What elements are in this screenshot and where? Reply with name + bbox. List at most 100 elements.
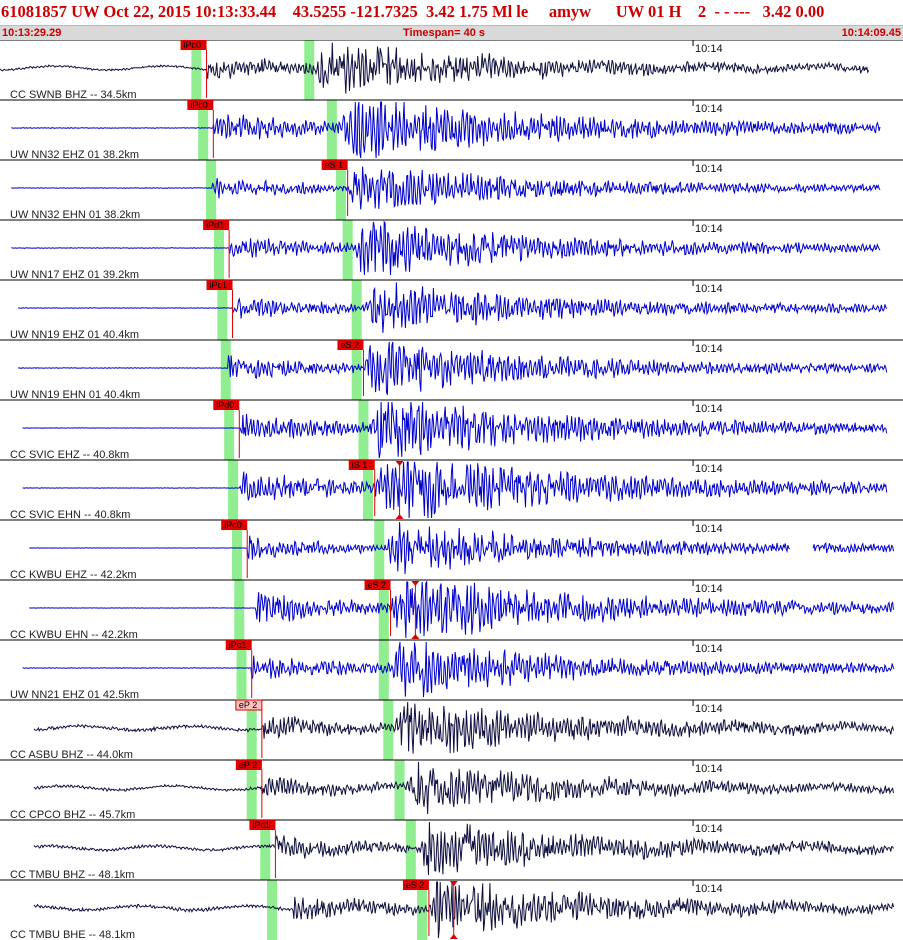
- s-marker-top: [449, 881, 458, 886]
- timespan-label: Timespan= 40 s: [403, 27, 486, 39]
- pick-flag[interactable]: [402, 880, 429, 890]
- minute-tick-label: 10:14: [695, 343, 723, 355]
- s-phase-band: [417, 880, 428, 940]
- minute-tick-label: 10:14: [695, 103, 723, 115]
- pick-flag[interactable]: [180, 40, 207, 50]
- pick-label: eS 2: [340, 340, 359, 350]
- trace-panel[interactable]: 10:14 iPc1 UW NN21 EHZ 01 42.5km: [0, 639, 903, 701]
- trace-panel[interactable]: 10:14 iPc0 UW NN32 EHZ 01 38.2km: [0, 99, 903, 161]
- station-label: CC SVIC EHZ -- 40.8km: [10, 449, 129, 461]
- pick-flag[interactable]: [225, 640, 252, 650]
- p-phase-band: [228, 460, 239, 520]
- pick-flag[interactable]: [203, 220, 230, 230]
- station-label: CC TMBU BHZ -- 48.1km: [10, 869, 134, 881]
- pick-flag[interactable]: [235, 760, 262, 770]
- s-marker-bottom: [411, 634, 420, 639]
- p-phase-band: [206, 160, 217, 220]
- waveform: [33, 821, 894, 876]
- trace-panel[interactable]: 10:14 iPc1 UW NN19 EHZ 01 40.4km: [0, 279, 903, 341]
- event-title: 61081857 UW Oct 22, 2015 10:13:33.44 43.…: [1, 2, 825, 21]
- station-label: UW NN19 EHZ 01 40.4km: [10, 329, 139, 341]
- trace-panel[interactable]: 10:14 iPc0 CC KWBU EHZ -- 42.2km: [0, 519, 903, 581]
- waveform: [11, 166, 881, 210]
- station-label: CC TMBU BHE -- 48.1km: [10, 929, 135, 940]
- waveform: [33, 761, 894, 815]
- p-phase-band: [217, 280, 228, 340]
- pick-label: iPc0: [224, 520, 242, 530]
- minute-tick-label: 10:14: [695, 643, 723, 655]
- waveform: [29, 521, 894, 575]
- trace-panel[interactable]: 10:14 eP 2 CC CPCO BHZ -- 45.7km: [0, 759, 903, 821]
- p-phase-band: [267, 880, 278, 940]
- start-time: 10:13:29.29: [2, 27, 62, 39]
- pick-label: iPc1: [210, 280, 228, 290]
- station-label: CC SVIC EHN -- 40.8km: [10, 509, 130, 521]
- s-marker-bottom: [395, 514, 404, 519]
- pick-label: eP 2: [239, 760, 257, 770]
- pick-label: eS 1: [325, 160, 344, 170]
- minute-tick-label: 10:14: [695, 43, 723, 55]
- minute-tick-label: 10:14: [695, 823, 723, 835]
- s-marker-top: [395, 461, 404, 466]
- pick-label: eS 2: [368, 580, 387, 590]
- minute-tick-label: 10:14: [695, 163, 723, 175]
- pick-flag[interactable]: [337, 340, 364, 350]
- trace-panel[interactable]: 10:14 eS 2 CC KWBU EHN -- 42.2km: [0, 579, 903, 641]
- s-phase-band: [351, 280, 362, 340]
- trace-panel[interactable]: 10:14 iPd1 UW NN17 EHZ 01 39.2km: [0, 219, 903, 281]
- p-phase-band: [224, 400, 235, 460]
- pick-flag[interactable]: [321, 160, 348, 170]
- pick-label: iPc1: [252, 820, 270, 830]
- waveform: [0, 42, 870, 94]
- seismogram-panels[interactable]: 10:14 iPc0 CC SWNB BHZ -- 34.5km 10:14 iPc0 U…: [0, 40, 903, 940]
- pick-flag[interactable]: [364, 580, 391, 590]
- s-phase-band: [335, 160, 346, 220]
- s-phase-band: [383, 700, 394, 760]
- waveform: [33, 881, 894, 939]
- s-phase-band: [394, 760, 405, 820]
- waveform: [11, 220, 881, 276]
- p-phase-band: [232, 520, 243, 580]
- minute-tick-label: 10:14: [695, 523, 723, 535]
- p-phase-band: [260, 820, 271, 880]
- pick-label: eP 2: [239, 700, 257, 710]
- station-label: UW NN19 EHN 01 40.4km: [10, 389, 140, 401]
- pick-label: iPc0: [190, 100, 208, 110]
- pick-label: iPd0: [216, 400, 234, 410]
- waveform: [22, 401, 888, 459]
- trace-panel[interactable]: 10:14 iS 1 CC SVIC EHN -- 40.8km: [0, 459, 903, 521]
- p-phase-band: [198, 100, 209, 160]
- station-label: UW NN32 EHZ 01 38.2km: [10, 149, 139, 161]
- station-label: CC SWNB BHZ -- 34.5km: [10, 89, 137, 101]
- trace-panel[interactable]: 10:14 eS 2 CC TMBU BHE -- 48.1km: [0, 879, 903, 940]
- pick-flag[interactable]: [249, 820, 276, 830]
- trace-panel[interactable]: 10:14 eS 1 UW NN32 EHN 01 38.2km: [0, 159, 903, 221]
- pick-flag[interactable]: [213, 400, 240, 410]
- waveform: [33, 701, 894, 754]
- time-strip: 10:13:29.29 Timespan= 40 s 10:14:09.45: [0, 25, 903, 40]
- pick-label: eS 2: [406, 880, 425, 890]
- pick-flag[interactable]: [221, 520, 248, 530]
- pick-flag[interactable]: [187, 100, 214, 110]
- trace-panel[interactable]: 10:14 eP 2 CC ASBU BHZ -- 44.0km: [0, 699, 903, 761]
- pick-flag[interactable]: [348, 460, 375, 470]
- pick-label: iS 1: [352, 460, 368, 470]
- station-label: UW NN21 EHZ 01 42.5km: [10, 689, 139, 701]
- trace-panel[interactable]: 10:14 eS 2 UW NN19 EHN 01 40.4km: [0, 339, 903, 401]
- minute-tick-label: 10:14: [695, 403, 723, 415]
- trace-panel[interactable]: 10:14 iPd0 CC SVIC EHZ -- 40.8km: [0, 399, 903, 461]
- end-time: 10:14:09.45: [841, 27, 901, 39]
- pick-flag[interactable]: [206, 280, 233, 290]
- station-label: CC KWBU EHN -- 42.2km: [10, 629, 138, 641]
- station-label: CC CPCO BHZ -- 45.7km: [10, 809, 135, 821]
- trace-panel[interactable]: 10:14 iPc0 CC SWNB BHZ -- 34.5km: [0, 40, 903, 101]
- s-marker-top: [411, 581, 420, 586]
- minute-tick-label: 10:14: [695, 223, 723, 235]
- s-phase-band: [405, 820, 416, 880]
- minute-tick-label: 10:14: [695, 583, 723, 595]
- pick-flag[interactable]: [235, 699, 263, 711]
- minute-tick-label: 10:14: [695, 463, 723, 475]
- trace-panel[interactable]: 10:14 iPc1 CC TMBU BHZ -- 48.1km: [0, 819, 903, 881]
- p-phase-band: [246, 700, 257, 760]
- minute-tick-label: 10:14: [695, 283, 723, 295]
